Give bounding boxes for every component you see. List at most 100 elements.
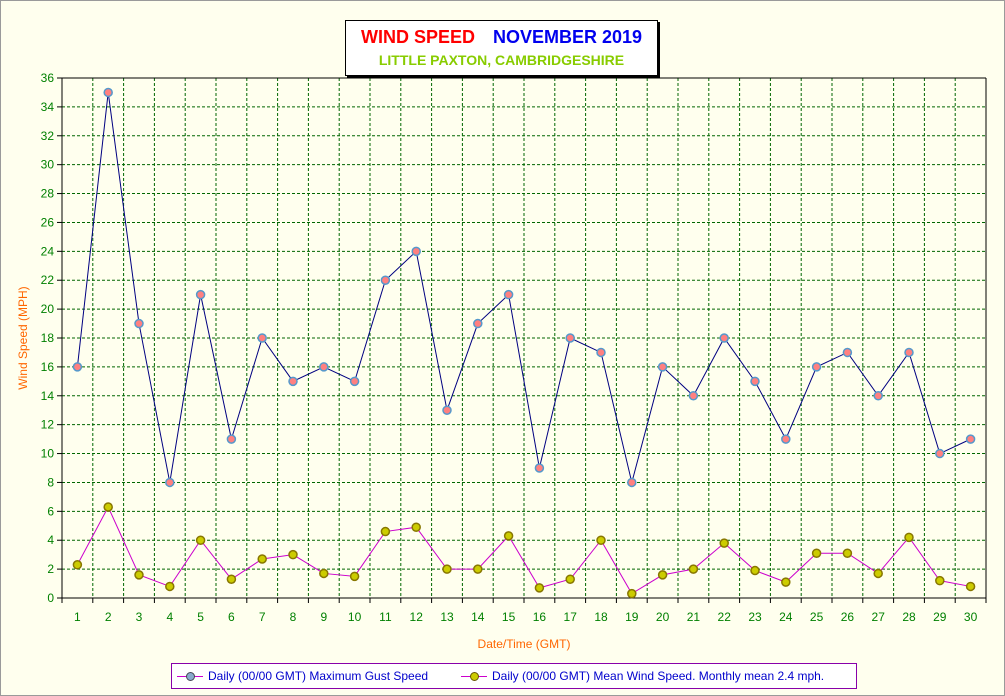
gust-point [904,347,914,358]
x-axis-label: Date/Time (GMT) [478,637,571,651]
y-tick-label: 12 [41,418,55,432]
x-tick-label: 10 [348,610,362,624]
gust-point [596,347,606,358]
x-tick-label: 30 [964,610,978,624]
gust-point [935,448,945,459]
legend-mean-label: Daily (00/00 GMT) Mean Wind Speed. Month… [492,669,825,683]
mean-point [165,581,175,592]
x-tick-label: 11 [379,610,392,624]
legend-gust-label: Daily (00/00 GMT) Maximum Gust Speed [208,669,429,683]
gust-point [719,333,729,343]
mean-point [904,532,914,543]
mean-point [657,570,668,580]
mean-point [503,531,514,541]
mean-point [195,535,206,545]
x-tick-label: 25 [810,610,824,624]
x-tick-label: 24 [779,610,793,624]
mean-point [873,568,883,579]
x-tick-label: 2 [105,610,112,624]
gust-point [657,362,668,372]
gust-point [72,362,83,372]
chart-subtitle: LITTLE PAXTON, CAMBRIDGESHIRE [378,52,625,68]
x-tick-label: 12 [410,610,424,624]
gust-point [288,376,298,387]
mean-point [534,583,545,593]
gust-point [811,362,822,372]
mean-point [72,560,83,570]
gust-point [873,391,883,401]
gust-point [442,405,452,415]
gust-point [134,318,144,329]
y-tick-label: 14 [41,389,55,403]
y-tick-label: 32 [41,129,55,143]
legend: Daily (00/00 GMT) Maximum Gust Speed Dai… [171,663,857,689]
gust-point [534,463,545,473]
y-tick-label: 10 [41,447,55,461]
title-part2: NOVEMBER 2019 [492,27,643,47]
mean-point [442,564,452,574]
mean-point [473,564,483,574]
y-tick-label: 0 [47,591,54,605]
y-tick-label: 4 [47,533,54,547]
mean-point [781,577,791,587]
y-tick-label: 26 [41,215,55,229]
mean-series-line [76,505,971,595]
y-tick-label: 30 [41,158,55,172]
x-tick-label: 19 [625,610,639,624]
x-tick-label: 18 [594,610,608,624]
mean-point [319,568,329,579]
mean-point [411,522,421,532]
x-tick-label: 3 [136,610,143,624]
mean-point [719,538,729,548]
mean-point [288,549,298,560]
mean-point [965,581,976,592]
gust-point [195,289,206,300]
y-tick-label: 6 [47,504,54,518]
y-tick-label: 22 [41,273,55,287]
x-tick-label: 20 [656,610,670,624]
mean-point [134,570,144,580]
x-tick-label: 7 [259,610,266,624]
gust-point [319,362,329,372]
mean-point [565,574,575,584]
x-tick-label: 21 [687,610,701,624]
mean-point [349,571,360,582]
mean-point [257,554,267,564]
gust-point [565,333,575,343]
mean-point [811,548,822,558]
x-tick-label: 16 [533,610,547,624]
title-box: WIND SPEED NOVEMBER 2019 LITTLE PAXTON, C… [345,20,658,76]
gust-point [349,376,360,387]
legend-gust-marker [186,672,195,681]
y-axis-label: Wind Speed (MPH) [16,286,30,389]
gust-point [627,477,637,488]
gust-point [965,434,976,444]
mean-point [842,548,853,558]
x-tick-label: 26 [841,610,855,624]
mean-point [226,574,237,584]
y-tick-label: 36 [41,71,55,85]
x-tick-label: 4 [166,610,173,624]
x-tick-label: 9 [320,610,327,624]
gust-point [473,318,483,329]
x-tick-label: 27 [872,610,886,624]
x-tick-label: 23 [748,610,762,624]
title-part1: WIND SPEED [360,27,475,47]
gust-point [750,376,760,387]
x-tick-label: 13 [440,610,454,624]
gust-point [165,477,175,488]
gust-point [411,246,421,257]
gust-point [103,87,113,98]
x-tick-label: 29 [933,610,947,624]
gust-point [503,289,514,300]
gust-point [842,347,853,358]
gust-point [688,391,699,401]
x-tick-label: 5 [197,610,204,624]
mean-point [596,535,606,545]
gust-point [226,434,237,444]
x-tick-label: 22 [718,610,732,624]
y-tick-label: 28 [41,187,55,201]
x-tick-label: 28 [902,610,916,624]
y-tick-label: 8 [47,475,54,489]
